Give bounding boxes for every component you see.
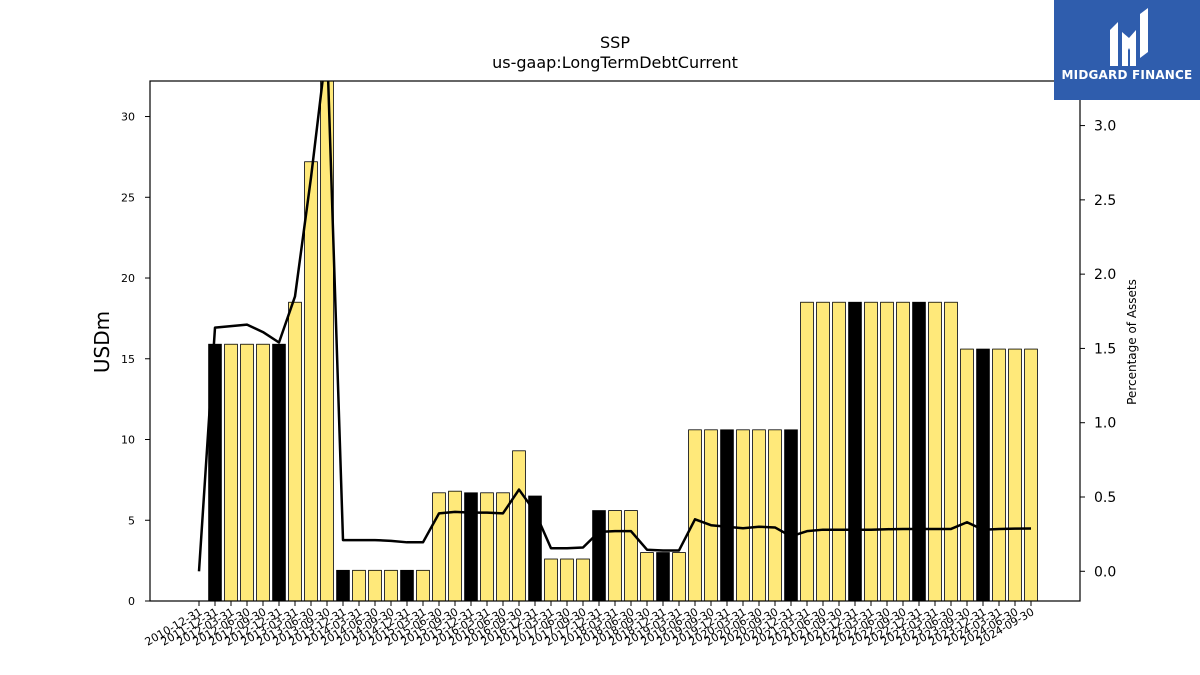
- bar-2014-03-31: [352, 569, 366, 601]
- bar-2018-12-31: [656, 552, 670, 601]
- y-tick-label: 30: [121, 111, 135, 124]
- bar-2014-06-30: [368, 569, 382, 601]
- bar-2020-12-31: [784, 429, 798, 601]
- bar-2023-12-31: [976, 348, 990, 601]
- bar-2020-03-31: [736, 429, 750, 601]
- pct-assets-series: [197, 81, 1032, 572]
- y2-tick-label: 0.5: [1094, 490, 1116, 506]
- bar-2016-12-31: [528, 495, 542, 601]
- chart-title: SSP: [600, 33, 630, 52]
- y-tick-label: 15: [121, 353, 135, 366]
- bar-2017-03-31: [544, 558, 558, 601]
- y-tick-label: 0: [128, 595, 135, 608]
- bar-2023-03-31: [928, 301, 942, 601]
- y-axis-label: USDm: [90, 311, 114, 373]
- bar-2020-06-30: [752, 429, 766, 601]
- bar-2017-12-31: [592, 510, 606, 601]
- bar-2021-03-31: [800, 301, 814, 601]
- bar-2012-06-30: [240, 343, 254, 601]
- bar-2018-03-31: [608, 510, 622, 601]
- y-tick-label: 25: [121, 191, 135, 204]
- bar-series: [208, 81, 1038, 601]
- bar-2015-03-31: [416, 569, 430, 601]
- pct-assets-line: [197, 81, 1032, 572]
- bar-2017-09-30: [576, 558, 590, 601]
- bar-2013-03-31: [288, 301, 302, 601]
- midgard-finance-logo: MIDGARD FINANCE: [1054, 0, 1200, 100]
- bar-2014-12-31: [400, 569, 414, 601]
- y2-tick-label: 0.0: [1094, 564, 1116, 580]
- y-tick-label: 5: [128, 514, 135, 527]
- bar-2017-06-30: [560, 558, 574, 601]
- y2-tick-label: 2.5: [1094, 193, 1116, 209]
- bar-2024-03-31: [992, 348, 1006, 601]
- bar-2016-03-31: [480, 492, 494, 601]
- bar-2020-09-30: [768, 429, 782, 601]
- bar-2024-09-30: [1024, 348, 1038, 601]
- y-tick-label: 10: [121, 434, 135, 447]
- bar-2015-12-31: [464, 492, 478, 601]
- y2-axis-label: Percentage of Assets: [1125, 279, 1139, 405]
- bar-2014-09-30: [384, 569, 398, 601]
- chart-subtitle: us-gaap:LongTermDebtCurrent: [492, 53, 738, 72]
- bar-2016-09-30: [512, 450, 526, 601]
- bar-2021-12-31: [848, 301, 862, 601]
- bar-2023-09-30: [960, 348, 974, 601]
- bar-2019-09-30: [704, 429, 718, 601]
- bar-2019-12-31: [720, 429, 734, 601]
- bar-2015-06-30: [432, 492, 446, 601]
- bar-2021-09-30: [832, 301, 846, 601]
- logo-mark-icon: [1110, 8, 1148, 66]
- bar-2016-06-30: [496, 492, 510, 601]
- axes: 0510152025300.00.51.01.52.02.53.02010-12…: [121, 80, 1116, 649]
- bar-2018-09-30: [640, 552, 654, 601]
- bar-2012-03-31: [224, 343, 238, 601]
- y2-tick-label: 3.0: [1094, 119, 1116, 135]
- bar-2015-09-30: [448, 490, 462, 601]
- bar-2022-03-31: [864, 301, 878, 601]
- bar-2022-12-31: [912, 301, 926, 601]
- bar-2013-06-30: [304, 161, 318, 601]
- y2-tick-label: 1.5: [1094, 341, 1116, 357]
- y2-tick-label: 2.0: [1094, 267, 1116, 283]
- bar-2022-09-30: [896, 301, 910, 601]
- bar-2012-09-30: [256, 343, 270, 601]
- bar-2012-12-31: [272, 343, 286, 601]
- bar-2019-06-30: [688, 429, 702, 601]
- bar-2021-06-30: [816, 301, 830, 601]
- bar-2018-06-30: [624, 510, 638, 601]
- bar-2024-06-30: [1008, 348, 1022, 601]
- y2-tick-label: 1.0: [1094, 416, 1116, 432]
- y-tick-label: 20: [121, 272, 135, 285]
- bar-2023-06-30: [944, 301, 958, 601]
- bar-2022-06-30: [880, 301, 894, 601]
- bar-2019-03-31: [672, 552, 686, 601]
- bar-2013-12-31: [336, 569, 350, 601]
- logo-text: MIDGARD FINANCE: [1061, 68, 1193, 82]
